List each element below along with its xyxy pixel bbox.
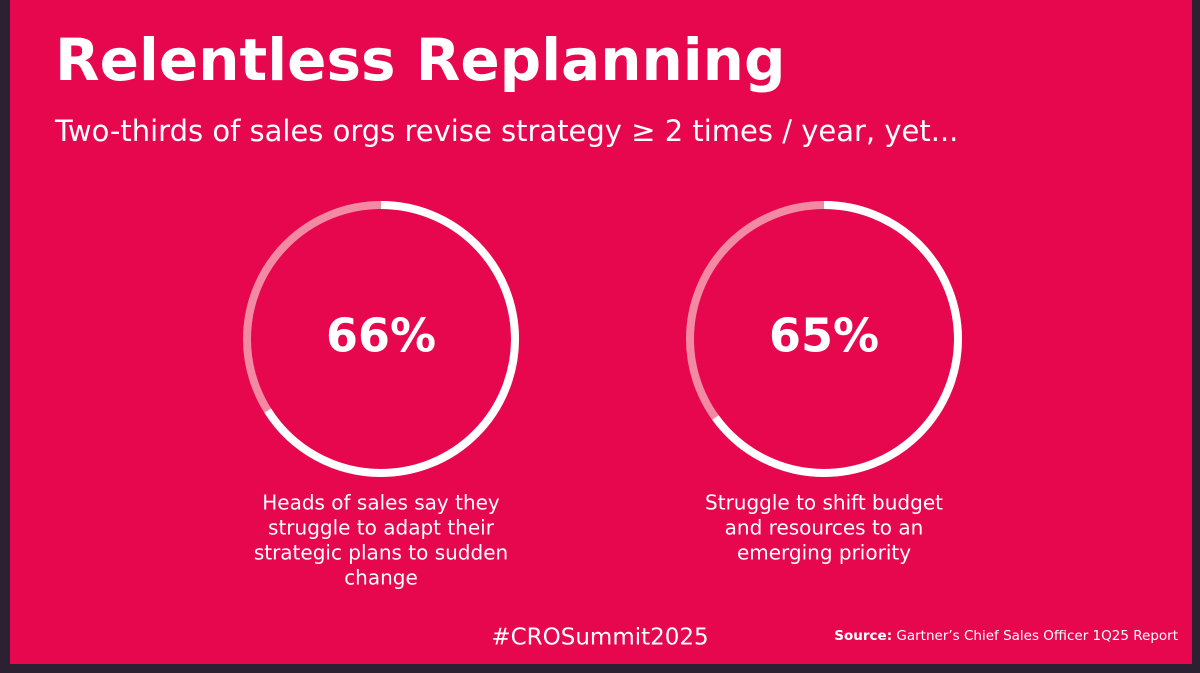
source: Source: Gartner’s Chief Sales Officer 1Q… xyxy=(834,628,1178,644)
ring-arc xyxy=(686,201,962,477)
stat-value: 65% xyxy=(769,309,879,363)
subtitle: Two-thirds of sales orgs revise strategy… xyxy=(54,114,958,148)
hashtag: #CROSummit2025 xyxy=(491,625,708,651)
title: Relentless Replanning xyxy=(55,26,786,94)
stat-caption: Heads of sales say they xyxy=(262,491,500,515)
stat-caption: emerging priority xyxy=(737,541,911,565)
stat-caption: Struggle to shift budget xyxy=(705,491,943,515)
stat-caption: struggle to adapt their xyxy=(268,516,495,540)
stat-caption: and resources to an xyxy=(725,516,924,540)
stat-caption: change xyxy=(344,566,418,590)
source-text: Gartner’s Chief Sales Officer 1Q25 Repor… xyxy=(896,628,1178,644)
ring-arc xyxy=(243,201,519,477)
slide xyxy=(10,0,1192,664)
stat-value: 66% xyxy=(326,309,436,363)
stat-caption: strategic plans to sudden xyxy=(254,541,508,565)
source-label: Source: xyxy=(834,628,892,644)
